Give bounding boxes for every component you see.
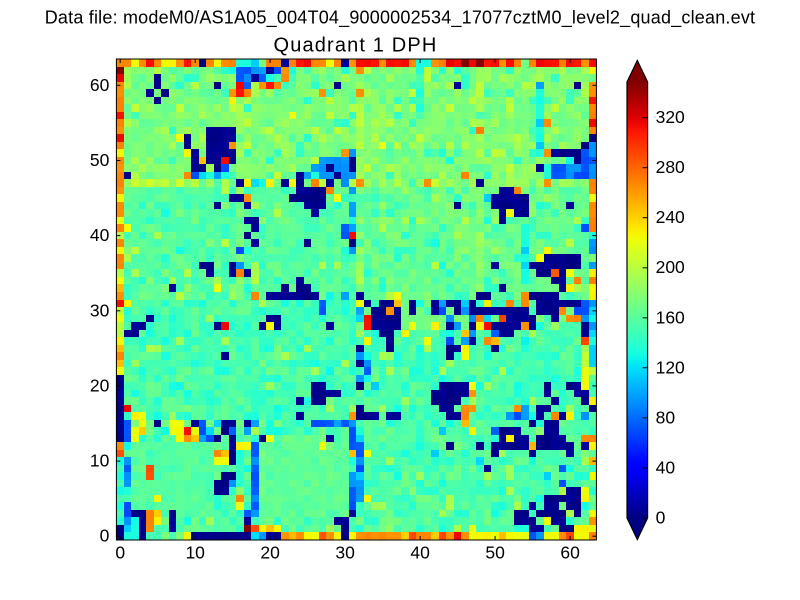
svg-text:0: 0 — [115, 543, 125, 563]
svg-text:200: 200 — [656, 257, 685, 277]
svg-text:10: 10 — [90, 451, 110, 471]
svg-text:0: 0 — [656, 507, 666, 527]
svg-text:240: 240 — [656, 207, 685, 227]
svg-text:280: 280 — [656, 157, 685, 177]
svg-text:Quadrant 1 DPH: Quadrant 1 DPH — [274, 35, 438, 57]
svg-text:40: 40 — [90, 225, 110, 245]
svg-text:120: 120 — [656, 357, 685, 377]
svg-text:20: 20 — [260, 543, 280, 563]
svg-text:60: 60 — [90, 75, 110, 95]
svg-text:50: 50 — [485, 543, 505, 563]
svg-text:20: 20 — [90, 375, 110, 395]
svg-text:10: 10 — [185, 543, 205, 563]
svg-text:40: 40 — [410, 543, 430, 563]
svg-text:80: 80 — [656, 407, 676, 427]
svg-text:Data file: modeM0/AS1A05_004T0: Data file: modeM0/AS1A05_004T04_90000025… — [45, 8, 756, 29]
svg-text:60: 60 — [560, 543, 580, 563]
svg-text:320: 320 — [656, 107, 685, 127]
svg-text:30: 30 — [90, 300, 110, 320]
svg-text:0: 0 — [100, 526, 110, 546]
svg-text:30: 30 — [335, 543, 355, 563]
svg-text:160: 160 — [656, 307, 685, 327]
svg-text:40: 40 — [656, 457, 676, 477]
svg-text:50: 50 — [90, 150, 110, 170]
